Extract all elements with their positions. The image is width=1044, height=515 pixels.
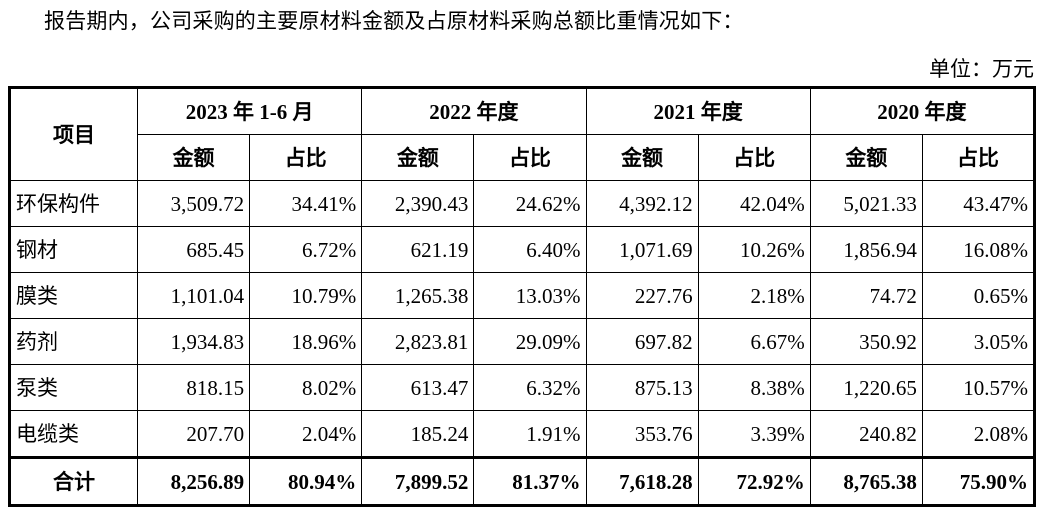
ratio-cell: 29.09% [473, 318, 587, 365]
period-header: 2020 年度 [809, 87, 1036, 135]
table-row: 泵类 818.15 8.02% 613.47 6.32% 875.13 8.38% 1,220… [9, 364, 1036, 411]
ratio-cell: 8.38% [697, 364, 811, 411]
amount-cell: 4,392.12 [585, 180, 699, 227]
ratio-cell: 10.79% [249, 272, 363, 319]
ratio-header: 占比 [921, 134, 1036, 181]
ratio-cell: 6.67% [697, 318, 811, 365]
ratio-header: 占比 [473, 134, 587, 181]
amount-cell: 875.13 [585, 364, 699, 411]
ratio-cell: 42.04% [697, 180, 811, 227]
ratio-cell: 16.08% [921, 226, 1036, 273]
header-row-subheaders: 金额 占比 金额 占比 金额 占比 金额 占比 [10, 134, 1036, 181]
header-row-periods: 项目 2023 年 1-6 月 2022 年度 2021 年度 2020 年度 [9, 87, 1036, 181]
amount-header: 金额 [585, 134, 699, 181]
amount-cell: 621.19 [361, 226, 475, 273]
period-header: 2021 年度 [585, 87, 811, 135]
row-label: 钢材 [9, 226, 138, 273]
ratio-header: 占比 [249, 134, 363, 181]
period-header: 2022 年度 [361, 87, 587, 135]
ratio-cell: 34.41% [249, 180, 363, 227]
period-header: 2023 年 1-6 月 [136, 87, 363, 135]
amount-cell: 353.76 [585, 410, 699, 458]
corner-header: 项目 [9, 87, 138, 181]
amount-cell: 240.82 [809, 410, 923, 458]
amount-cell: 2,390.43 [361, 180, 475, 227]
amount-cell: 350.92 [809, 318, 923, 365]
amount-cell: 1,934.83 [136, 318, 251, 365]
row-label: 膜类 [9, 272, 138, 319]
row-label: 泵类 [9, 364, 138, 411]
amount-cell: 8,765.38 [809, 456, 923, 506]
ratio-cell: 80.94% [249, 456, 363, 506]
amount-cell: 8,256.89 [136, 456, 251, 506]
ratio-cell: 18.96% [249, 318, 363, 365]
amount-cell: 613.47 [361, 364, 475, 411]
amount-cell: 74.72 [809, 272, 923, 319]
ratio-cell: 43.47% [921, 180, 1036, 227]
amount-cell: 2,823.81 [361, 318, 475, 365]
ratio-cell: 3.05% [921, 318, 1036, 365]
procurement-table: 项目 2023 年 1-6 月 2022 年度 2021 年度 2020 年度 … [8, 86, 1036, 507]
unit-label: 单位：万元 [929, 57, 1034, 81]
ratio-cell: 2.08% [921, 410, 1036, 458]
ratio-cell: 6.32% [473, 364, 587, 411]
table-row: 电缆类 207.70 2.04% 185.24 1.91% 353.76 3.39% 240.… [9, 410, 1036, 458]
total-row: 合计 8,256.89 80.94% 7,899.52 81.37% 7,618.28 72… [9, 456, 1036, 506]
table-body: 环保构件 3,509.72 34.41% 2,390.43 24.62% 4,392.12… [9, 180, 1036, 506]
amount-cell: 227.76 [585, 272, 699, 319]
ratio-cell: 8.02% [249, 364, 363, 411]
ratio-cell: 1.91% [473, 410, 587, 458]
amount-cell: 1,856.94 [809, 226, 923, 273]
ratio-cell: 13.03% [473, 272, 587, 319]
intro-paragraph: 报告期内，公司采购的主要原材料金额及占原材料采购总额比重情况如下： [44, 9, 744, 33]
table-row: 环保构件 3,509.72 34.41% 2,390.43 24.62% 4,392.12… [9, 180, 1036, 227]
amount-cell: 1,071.69 [585, 226, 699, 273]
table-row: 药剂 1,934.83 18.96% 2,823.81 29.09% 697.82 6.67… [9, 318, 1036, 365]
amount-cell: 7,618.28 [585, 456, 699, 506]
ratio-cell: 3.39% [697, 410, 811, 458]
ratio-cell: 81.37% [473, 456, 587, 506]
row-label: 电缆类 [9, 410, 138, 458]
amount-header: 金额 [136, 134, 251, 181]
ratio-header: 占比 [697, 134, 811, 181]
amount-cell: 685.45 [136, 226, 251, 273]
row-label: 环保构件 [9, 180, 138, 227]
ratio-cell: 24.62% [473, 180, 587, 227]
amount-cell: 818.15 [136, 364, 251, 411]
ratio-cell: 2.04% [249, 410, 363, 458]
amount-cell: 3,509.72 [136, 180, 251, 227]
amount-cell: 5,021.33 [809, 180, 923, 227]
amount-cell: 185.24 [361, 410, 475, 458]
ratio-cell: 2.18% [697, 272, 811, 319]
amount-cell: 7,899.52 [361, 456, 475, 506]
ratio-cell: 6.72% [249, 226, 363, 273]
amount-cell: 697.82 [585, 318, 699, 365]
ratio-cell: 72.92% [697, 456, 811, 506]
amount-cell: 1,101.04 [136, 272, 251, 319]
ratio-cell: 10.26% [697, 226, 811, 273]
ratio-cell: 10.57% [921, 364, 1036, 411]
total-label: 合计 [9, 456, 138, 506]
table-row: 膜类 1,101.04 10.79% 1,265.38 13.03% 227.76 2.18… [9, 272, 1036, 319]
amount-cell: 1,265.38 [361, 272, 475, 319]
ratio-cell: 0.65% [921, 272, 1036, 319]
amount-header: 金额 [361, 134, 475, 181]
amount-header: 金额 [809, 134, 923, 181]
amount-cell: 1,220.65 [809, 364, 923, 411]
amount-cell: 207.70 [136, 410, 251, 458]
table-row: 钢材 685.45 6.72% 621.19 6.40% 1,071.69 10.26% 1,… [9, 226, 1036, 273]
ratio-cell: 75.90% [921, 456, 1036, 506]
row-label: 药剂 [9, 318, 138, 365]
ratio-cell: 6.40% [473, 226, 587, 273]
